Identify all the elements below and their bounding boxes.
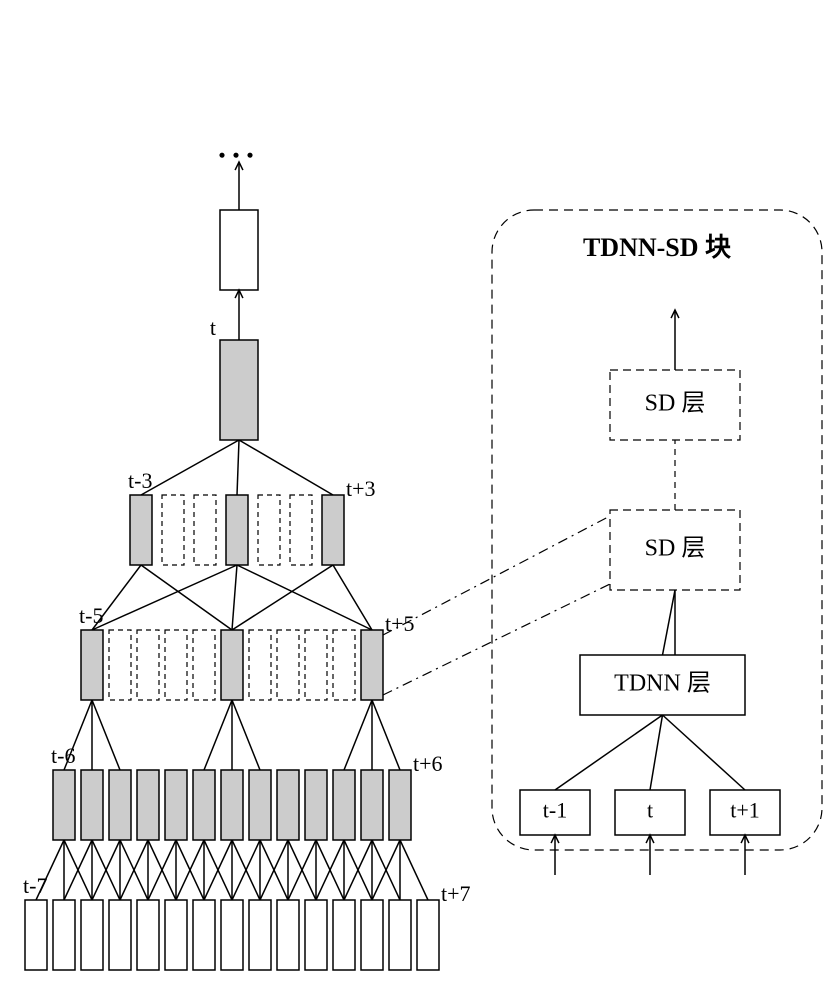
svg-text:TDNN 层: TDNN 层 [614, 671, 711, 697]
svg-text:...: ... [218, 128, 260, 164]
svg-text:t: t [647, 798, 653, 823]
diagram-canvas: t-7t+7t-6t+6t-5t+5t-3t+3t...TDNN-SD 块TDN… [0, 0, 838, 1000]
svg-text:t: t [210, 315, 216, 340]
svg-text:t-6: t-6 [51, 743, 75, 768]
svg-text:t-3: t-3 [128, 468, 152, 493]
svg-text:t-7: t-7 [23, 873, 47, 898]
svg-text:TDNN-SD 块: TDNN-SD 块 [583, 233, 731, 262]
svg-text:t-5: t-5 [79, 603, 103, 628]
svg-text:t+1: t+1 [730, 798, 760, 823]
svg-text:SD 层: SD 层 [645, 536, 706, 562]
svg-text:t+7: t+7 [441, 881, 471, 906]
svg-text:t+3: t+3 [346, 476, 376, 501]
svg-text:t+6: t+6 [413, 751, 443, 776]
svg-text:t-1: t-1 [543, 798, 567, 823]
svg-text:SD 层: SD 层 [645, 391, 706, 417]
